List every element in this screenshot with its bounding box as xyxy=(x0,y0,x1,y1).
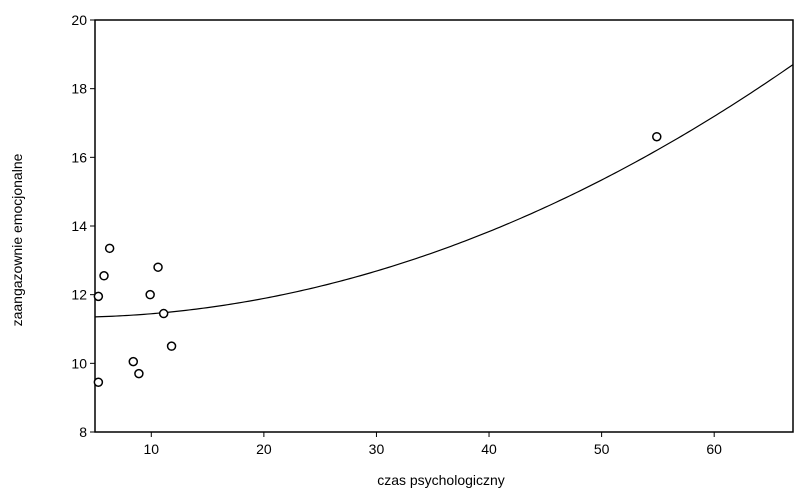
data-point xyxy=(128,356,139,367)
y-tick-label: 10 xyxy=(71,355,87,371)
data-point xyxy=(134,368,144,379)
data-point xyxy=(145,289,155,300)
data-point xyxy=(652,131,662,142)
y-tick-label: 16 xyxy=(71,149,87,165)
x-tick-label: 30 xyxy=(369,441,385,457)
x-axis: 10 20 30 40 50 60 xyxy=(144,432,722,457)
fit-curve xyxy=(94,64,794,318)
data-points xyxy=(93,131,662,387)
plot-frame xyxy=(94,19,794,433)
data-point xyxy=(104,243,115,254)
y-tick-label: 8 xyxy=(79,424,87,440)
data-point xyxy=(99,271,109,281)
data-point xyxy=(158,308,169,319)
data-point xyxy=(93,291,104,302)
y-axis-title: zaangazownie emocjonalne xyxy=(9,153,25,326)
y-tick-label: 12 xyxy=(71,287,87,303)
x-tick-label: 10 xyxy=(144,441,160,457)
x-tick-label: 60 xyxy=(706,441,722,457)
data-point xyxy=(93,377,104,387)
y-tick-label: 18 xyxy=(71,81,87,97)
data-point xyxy=(166,341,177,351)
x-tick-label: 40 xyxy=(481,441,497,457)
x-tick-label: 50 xyxy=(594,441,610,457)
y-tick-label: 14 xyxy=(71,218,87,234)
x-axis-title: czas psychologiczny xyxy=(377,472,505,488)
y-tick-label: 20 xyxy=(71,12,87,28)
data-point xyxy=(153,262,163,272)
x-tick-label: 20 xyxy=(256,441,272,457)
y-axis: 8 10 12 14 16 18 20 xyxy=(71,12,95,440)
